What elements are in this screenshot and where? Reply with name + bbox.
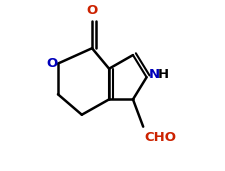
- Text: N: N: [148, 68, 160, 81]
- Text: CHO: CHO: [144, 131, 176, 144]
- Text: H: H: [158, 68, 169, 81]
- Text: O: O: [46, 57, 58, 70]
- Text: O: O: [86, 4, 98, 17]
